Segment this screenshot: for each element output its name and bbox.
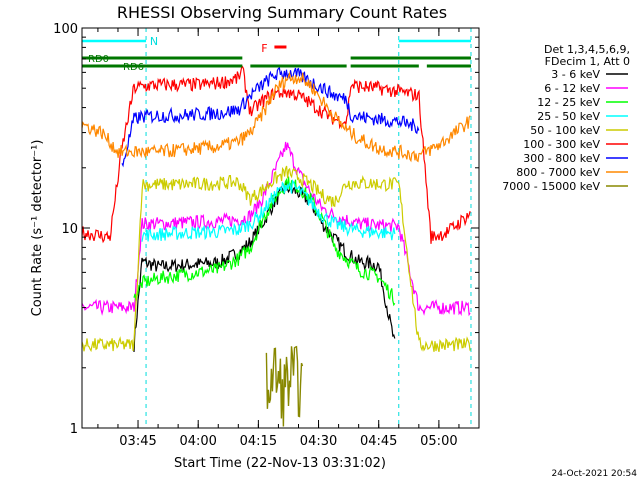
x-tick-label: 05:00 <box>420 434 457 449</box>
legend-entry-label: 12 - 25 keV <box>537 96 600 109</box>
chart-title: RHESSI Observing Summary Count Rates <box>117 3 447 22</box>
series-line-3-6-kev <box>133 181 396 353</box>
series-line-12-25-kev <box>133 176 396 307</box>
legend-entry-label: 3 - 6 keV <box>551 68 600 81</box>
series-line-25-50-kev <box>141 179 396 242</box>
series-line-300-800-kev <box>121 66 420 168</box>
x-tick-label: 03:45 <box>119 434 156 449</box>
legend-entry-label: 7000 - 15000 keV <box>502 180 600 193</box>
legend-entry-label: 25 - 50 keV <box>537 110 600 123</box>
rd0-label: RD0 <box>88 54 109 65</box>
state-markers: N F RD0 RD6 <box>82 35 471 73</box>
series-line-100-300-kev <box>82 65 471 244</box>
series-line-6-12-kev <box>82 141 471 317</box>
y-axis-label: Count Rate (s⁻¹ detector⁻¹) <box>30 140 45 317</box>
x-tick-label: 04:15 <box>240 434 277 449</box>
series-line-50-100-kev <box>82 165 471 353</box>
y-tick-label: 1 <box>70 422 78 437</box>
x-tick-label: 04:45 <box>360 434 397 449</box>
flare-label: F <box>261 42 267 55</box>
footer-timestamp: 24-Oct-2021 20:54 <box>552 469 638 479</box>
y-axis: 1 10 100 <box>53 22 479 437</box>
legend: Det 1,3,4,5,6,9,FDecim 1, Att 03 - 6 keV… <box>502 43 630 193</box>
y-tick-label: 10 <box>61 222 78 237</box>
legend-entry-label: 50 - 100 keV <box>530 124 600 137</box>
x-axis-label: Start Time (22-Nov-13 03:31:02) <box>174 456 386 471</box>
legend-entry-label: 100 - 300 keV <box>523 138 600 151</box>
y-tick-label: 100 <box>53 22 78 37</box>
series-line-800-7000-kev <box>82 71 471 163</box>
x-tick-label: 04:00 <box>179 434 216 449</box>
x-tick-label: 04:30 <box>300 434 337 449</box>
legend-entry-label: 800 - 7000 keV <box>516 166 600 179</box>
rd6-label: RD6 <box>123 62 144 73</box>
legend-entry-label: 6 - 12 keV <box>544 82 600 95</box>
night-label: N <box>150 35 158 48</box>
legend-header-line: FDecim 1, Att 0 <box>545 55 630 68</box>
series-layer <box>82 65 471 427</box>
x-axis: 03:45 04:00 04:15 04:30 04:45 05:00 <box>97 28 480 449</box>
series-line-7000-15000-kev <box>265 345 304 427</box>
legend-entry-label: 300 - 800 keV <box>523 152 600 165</box>
legend-header-line: Det 1,3,4,5,6,9, <box>544 43 630 56</box>
